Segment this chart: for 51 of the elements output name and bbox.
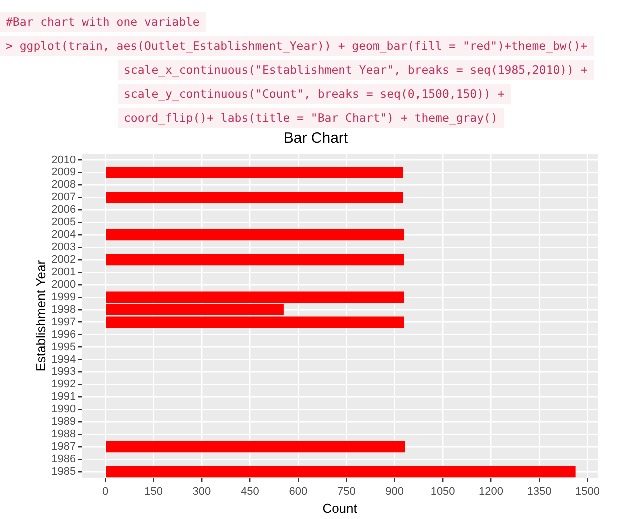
y-tick-label: 1992 bbox=[52, 378, 76, 391]
bar bbox=[106, 167, 404, 178]
text: > ggplot(train, aes(Outlet_Establishment_Year)) + geom_bar(fill = "red")+theme_bw()+ bbox=[0, 36, 594, 56]
x-tick-label: 1200 bbox=[479, 486, 504, 498]
chart-title: Bar Chart bbox=[284, 130, 349, 148]
y-tick-label: 1997 bbox=[52, 316, 76, 328]
x-tick-label: 750 bbox=[337, 486, 356, 498]
y-tick-label: 2005 bbox=[52, 216, 76, 229]
y-tick-label: 1994 bbox=[52, 354, 76, 366]
y-tick-label: 2007 bbox=[52, 192, 76, 204]
x-tick-label: 300 bbox=[192, 486, 212, 498]
x-tick-label: 600 bbox=[289, 486, 308, 498]
x-axis-title: Count bbox=[322, 500, 358, 516]
y-tick-label: 1991 bbox=[52, 391, 76, 404]
y-tick-label: 1985 bbox=[52, 466, 76, 478]
x-tick-label: 900 bbox=[386, 486, 404, 498]
y-tick-label: 1998 bbox=[52, 304, 76, 316]
x-tick-label: 1350 bbox=[527, 486, 552, 498]
bar bbox=[106, 441, 406, 453]
y-tick-label: 2004 bbox=[52, 229, 76, 242]
text: scale_y_continuous("Count", breaks = seq(0,1500,150)) + bbox=[118, 84, 511, 104]
bar bbox=[106, 229, 404, 241]
x-tick-label: 1500 bbox=[575, 486, 600, 498]
y-axis-title: Establishment Year bbox=[33, 260, 48, 372]
y-tick-label: 2000 bbox=[52, 278, 76, 291]
y-tick-label: 2006 bbox=[52, 204, 76, 216]
x-tick-label: 0 bbox=[102, 486, 109, 498]
bar bbox=[106, 192, 404, 204]
bar bbox=[106, 466, 576, 478]
y-tick-label: 2009 bbox=[52, 166, 76, 179]
y-tick-label: 1988 bbox=[52, 428, 76, 441]
y-tick-label: 1989 bbox=[52, 416, 76, 428]
text: coord_flip()+ labs(title = "Bar Chart") + theme_gray() bbox=[118, 108, 504, 128]
x-tick-label: 1050 bbox=[430, 486, 456, 498]
y-tick-label: 1993 bbox=[52, 366, 76, 378]
y-tick-label: 1987 bbox=[52, 441, 76, 454]
x-tick-label: 150 bbox=[144, 486, 163, 498]
bar bbox=[106, 254, 404, 266]
text: scale_x_continuous("Establishment Year", breaks = seq(1985,2010)) + bbox=[118, 60, 594, 80]
y-tick-label: 1990 bbox=[52, 404, 76, 416]
y-tick-label: 1986 bbox=[52, 454, 76, 466]
x-tick-label: 450 bbox=[241, 486, 260, 498]
y-tick-label: 2008 bbox=[52, 179, 76, 192]
y-tick-label: 1999 bbox=[52, 291, 76, 304]
y-tick-label: 2002 bbox=[52, 254, 76, 266]
y-tick-label: 1995 bbox=[52, 341, 76, 354]
text: #Bar chart with one variable bbox=[0, 12, 206, 32]
y-tick-label: 2001 bbox=[52, 266, 76, 278]
y-tick-label: 2003 bbox=[52, 242, 76, 254]
y-tick-label: 2010 bbox=[52, 154, 76, 166]
y-tick-label: 1996 bbox=[52, 328, 76, 341]
